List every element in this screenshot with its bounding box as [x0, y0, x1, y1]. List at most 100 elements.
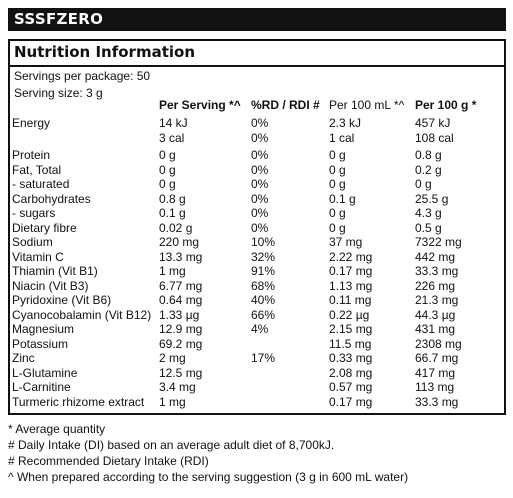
- per-serving-value: 12.9 mg: [159, 322, 203, 336]
- per-serving-value: 0 g: [159, 177, 176, 191]
- per-100ml-value: 0.57 mg: [329, 380, 373, 394]
- rdi-value: 40%: [251, 293, 276, 307]
- nutrient-name: Fat, Total: [12, 162, 62, 177]
- rdi-value: 17%: [251, 351, 276, 365]
- column-header-per-100g: Per 100 g *: [415, 98, 477, 112]
- rdi-value: 0%: [251, 162, 269, 177]
- per-100ml-value: 2.3 kJ: [329, 116, 362, 130]
- footnote: ^ When prepared according to the serving…: [8, 470, 409, 484]
- rdi-value: 68%: [251, 278, 276, 293]
- nutrient-row: Cyanocobalamin (Vit B12) 1.33 µg 66% 0.22 µ…: [10, 308, 504, 323]
- per-serving-value: 1.33 µg: [159, 307, 200, 322]
- per-100g-value: 457 kJ: [415, 116, 451, 130]
- per-100g-value: 7322 mg: [415, 235, 462, 249]
- column-header-per-serving: Per Serving *^: [159, 98, 241, 112]
- nutrient-name: Magnesium: [12, 322, 75, 336]
- per-serving-value: 0.1 g: [159, 206, 186, 220]
- nutrient-table: Energy 14 kJ 3 cal 0% 0% 2.3 kJ 1 cal 457 kJ 108…: [10, 116, 504, 409]
- footnotes: * Average quantity # Daily Intake (DI) b…: [8, 421, 408, 485]
- per-100ml-value: 0 g: [329, 206, 346, 220]
- rdi-value: 0%: [251, 220, 269, 235]
- nutrient-name: Potassium: [12, 336, 69, 351]
- per-100g-value: 0.5 g: [415, 220, 442, 235]
- per-100ml-value: 0.22 µg: [329, 307, 370, 322]
- rdi-value: 0%: [251, 116, 269, 130]
- nutrient-row: L-Carnitine 3.4 mg 0.57 mg 113 mg: [10, 380, 504, 395]
- rdi-value: 0%: [251, 148, 269, 162]
- per-100ml-value: 0.17 mg: [329, 264, 373, 278]
- per-100ml-value: 1 cal: [329, 130, 355, 145]
- footnote: * Average quantity: [8, 422, 106, 436]
- nutrient-row: Fat, Total 0 g 0% 0 g 0.2 g: [10, 163, 504, 178]
- nutrient-name: Protein: [12, 148, 51, 162]
- per-100ml-value: 1.13 mg: [329, 278, 373, 293]
- rdi-value: 0%: [251, 130, 269, 145]
- rdi-value: 0%: [251, 206, 269, 220]
- per-serving-value: 1 mg: [159, 394, 186, 409]
- per-100ml-value: 0.33 mg: [329, 351, 373, 365]
- nutrient-row: L-Glutamine 12.5 mg 2.08 mg 417 mg: [10, 366, 504, 381]
- per-serving-value: 69.2 mg: [159, 336, 203, 351]
- nutrient-row: Dietary fibre 0.02 g 0% 0 g 0.5 g: [10, 221, 504, 236]
- per-serving-value: 0.02 g: [159, 220, 193, 235]
- title-divider: [10, 65, 504, 67]
- per-100g-value: 0.2 g: [415, 162, 442, 177]
- per-100ml-value: 0 g: [329, 177, 346, 191]
- rdi-value: 91%: [251, 264, 276, 278]
- per-100g-value: 25.5 g: [415, 191, 449, 206]
- nutrient-name: - saturated: [12, 177, 70, 191]
- servings-per-package: Servings per package: 50: [14, 69, 151, 83]
- per-100ml-value: 11.5 mg: [329, 336, 372, 351]
- per-serving-value: 13.3 mg: [159, 249, 203, 264]
- per-serving-value: 1 mg: [159, 264, 186, 278]
- per-100ml-value: 37 mg: [329, 235, 363, 249]
- brand-title: SSSFZERO: [8, 8, 506, 31]
- nutrient-row: Vitamin C 13.3 mg 32% 2.22 mg 442 mg: [10, 250, 504, 265]
- nutrient-name: Vitamin C: [12, 249, 64, 264]
- per-100g-value: 0 g: [415, 177, 432, 191]
- nutrient-name: Carbohydrates: [12, 191, 91, 206]
- nutrient-row: Thiamin (Vit B1) 1 mg 91% 0.17 mg 33.3 mg: [10, 264, 504, 279]
- nutrient-name: Thiamin (Vit B1): [12, 264, 98, 278]
- per-100ml-value: 0.11 mg: [329, 293, 372, 307]
- column-header-rdi: %RD / RDI #: [251, 98, 320, 112]
- nutrient-name: Pyridoxine (Vit B6): [12, 293, 112, 307]
- nutrient-row: - saturated 0 g 0% 0 g 0 g: [10, 177, 504, 192]
- per-serving-value: 14 kJ: [159, 116, 188, 130]
- nutrient-row: Magnesium 12.9 mg 4% 2.15 mg 431 mg: [10, 322, 504, 337]
- per-serving-value: 3 cal: [159, 130, 185, 145]
- per-serving-value: 0 g: [159, 162, 176, 177]
- per-100g-value: 21.3 mg: [415, 293, 459, 307]
- rdi-value: 32%: [251, 249, 276, 264]
- per-100g-value: 4.3 g: [415, 206, 442, 220]
- nutrient-name: - sugars: [12, 206, 56, 220]
- rdi-value: 0%: [251, 177, 269, 191]
- nutrient-row: Zinc 2 mg 17% 0.33 mg 66.7 mg: [10, 351, 504, 366]
- footnote: # Recommended Dietary Intake (RDI): [8, 454, 209, 468]
- per-serving-value: 0.8 g: [159, 191, 186, 206]
- nutrition-panel: Nutrition Information Servings per packa…: [8, 39, 506, 415]
- per-100g-value: 33.3 mg: [415, 394, 459, 409]
- per-100ml-value: 2.15 mg: [329, 322, 373, 336]
- nutrient-row: Niacin (Vit B3) 6.77 mg 68% 1.13 mg 226 mg: [10, 279, 504, 294]
- nutrient-name: Dietary fibre: [12, 220, 77, 235]
- nutrient-row: Protein 0 g 0% 0 g 0.8 g: [10, 148, 504, 163]
- per-100g-value: 0.8 g: [415, 148, 442, 162]
- per-100g-value: 108 cal: [415, 130, 454, 145]
- per-100ml-value: 0 g: [329, 162, 346, 177]
- nutrient-name: L-Glutamine: [12, 365, 78, 380]
- per-100g-value: 431 mg: [415, 322, 456, 336]
- nutrient-row: Energy 14 kJ 3 cal 0% 0% 2.3 kJ 1 cal 457 kJ 108…: [10, 116, 504, 145]
- serving-size: Serving size: 3 g: [14, 86, 103, 100]
- per-serving-value: 3.4 mg: [159, 380, 196, 394]
- per-100g-value: 113 mg: [415, 380, 455, 394]
- nutrient-row: Sodium 220 mg 10% 37 mg 7322 mg: [10, 235, 504, 250]
- nutrient-row: Carbohydrates 0.8 g 0% 0.1 g 25.5 g: [10, 192, 504, 207]
- per-100ml-value: 0 g: [329, 148, 346, 162]
- per-serving-value: 6.77 mg: [159, 278, 203, 293]
- per-100g-value: 2308 mg: [415, 336, 462, 351]
- rdi-value: 66%: [251, 307, 276, 322]
- rdi-value: 0%: [251, 191, 269, 206]
- nutrient-row: - sugars 0.1 g 0% 0 g 4.3 g: [10, 206, 504, 221]
- nutrient-name: Zinc: [12, 351, 35, 365]
